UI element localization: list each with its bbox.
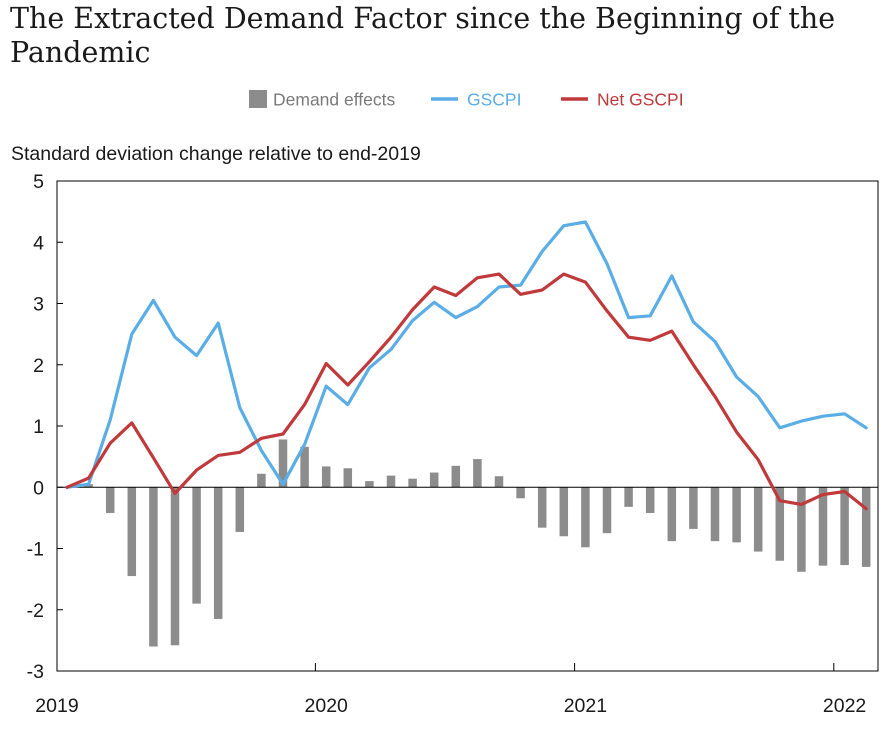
y-tick-label: 0 [33,477,44,499]
y-tick-label: 3 [33,294,44,316]
demand-effects-bar [127,487,137,577]
x-tick-label: 2021 [564,695,607,717]
legend-swatch-demand-effects [249,90,267,108]
x-tick-label: 2019 [35,695,78,717]
demand-effects-bar [494,476,504,488]
demand-effects-bar [192,487,201,604]
x-axis-ticks: 2019 2020 2021 2022 [35,695,866,717]
demand-effects-bar [429,472,439,488]
chart-title: The Extracted Demand Factor since the Be… [10,2,836,69]
demand-effects-bar [624,487,633,507]
y-tick-label: 1 [33,416,44,438]
demand-effects-bar [581,487,590,548]
y-tick-label: 5 [33,171,44,193]
bar-series [84,439,871,647]
y-tick-label: 4 [33,232,44,254]
y-tick-label: -2 [27,600,44,622]
demand-effects-bar [451,465,461,488]
demand-effects-bar [667,487,677,542]
y-axis-ticks: 5 4 3 2 1 0 -1 -2 -3 [27,171,63,683]
demand-effects-bar [170,487,180,646]
demand-effects-bar [753,487,763,552]
y-tick-label: 2 [33,355,44,377]
legend: Demand effects GSCPI Net GSCPI [249,90,684,110]
legend-label-net-gscpi: Net GSCPI [597,90,684,110]
y-axis-label: Standard deviation change relative to en… [11,143,421,165]
demand-effects-bar [408,478,417,488]
demand-effects-bar [257,473,266,488]
x-tick-label: 2020 [305,695,349,717]
demand-effects-bar [861,487,871,567]
demand-effects-bar [300,446,309,488]
demand-effects-bar [732,487,741,543]
demand-effects-bar [645,487,655,513]
demand-effects-bar [321,466,331,488]
demand-effects-bar [559,487,569,537]
demand-effects-bar [797,487,806,572]
demand-effects-bar [602,487,612,534]
demand-effects-bar [105,487,115,513]
demand-effects-bar [818,487,828,566]
legend-label-demand-effects: Demand effects [273,90,395,110]
x-tick-label: 2022 [823,695,866,717]
legend-label-gscpi: GSCPI [467,90,521,110]
y-tick-label: -1 [27,539,44,561]
demand-effects-bar [516,487,525,499]
x-year-dividers [314,663,835,671]
plot-frame [56,180,879,672]
line-series [65,220,868,511]
demand-effects-bar [710,487,720,542]
demand-effects-bar [278,439,288,488]
demand-effects-bar [473,459,482,488]
demand-effects-bar [840,487,849,566]
demand-effects-bar [149,487,158,647]
demand-effects-bar [775,487,785,561]
demand-effects-bar [689,487,698,529]
demand-effects-bar [343,468,353,488]
demand-effects-bar [537,487,547,528]
demand-effects-bar [365,481,374,488]
demand-effects-bar [213,487,223,619]
gscpi-line [65,220,868,489]
y-tick-label: -3 [27,661,44,683]
net-gscpi-line [65,272,868,511]
demand-effects-bar [235,487,245,532]
demand-effects-bar [386,475,396,488]
